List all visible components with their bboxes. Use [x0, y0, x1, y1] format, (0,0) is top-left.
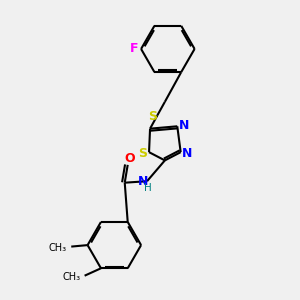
- Text: N: N: [182, 147, 192, 160]
- Text: O: O: [124, 152, 134, 165]
- Text: N: N: [138, 175, 148, 188]
- Text: S: S: [138, 147, 147, 160]
- Text: N: N: [178, 118, 189, 132]
- Text: S: S: [148, 110, 158, 123]
- Text: CH₃: CH₃: [49, 243, 67, 253]
- Text: CH₃: CH₃: [62, 272, 80, 282]
- Text: H: H: [144, 183, 152, 193]
- Text: F: F: [129, 42, 138, 56]
